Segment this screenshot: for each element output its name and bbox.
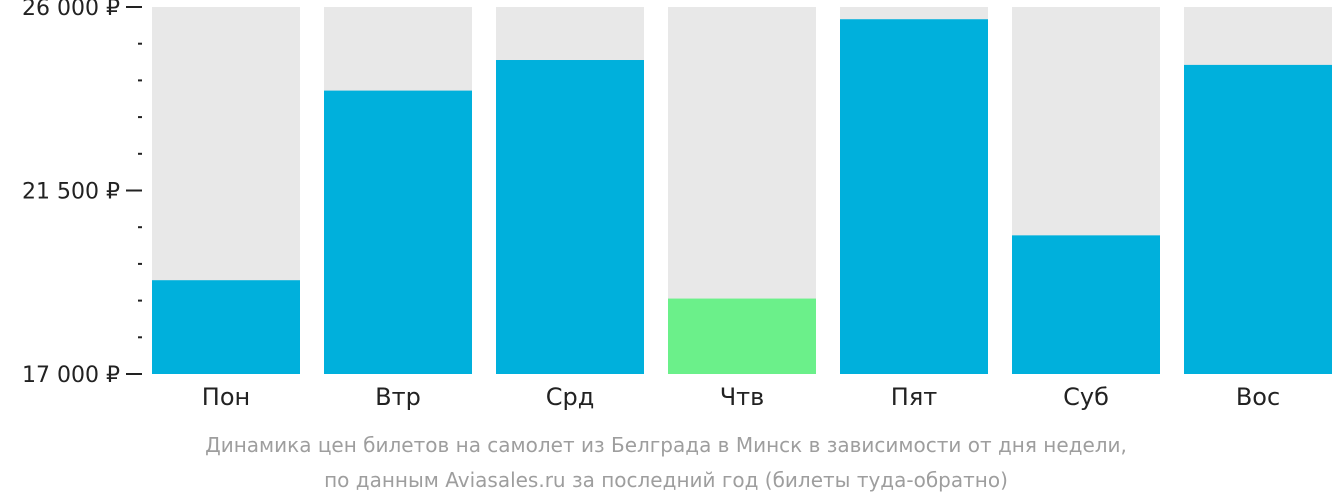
y-axis: 26 000 ₽ 21 500 ₽ 17 000 ₽ bbox=[22, 0, 142, 388]
bar-5 bbox=[840, 19, 988, 374]
x-category-label: Вос bbox=[1236, 383, 1280, 411]
bar-3 bbox=[496, 60, 644, 375]
x-axis-labels: Пон Втр Срд Чтв Пят Суб Вос bbox=[202, 383, 1280, 411]
x-category-label: Втр bbox=[375, 383, 421, 411]
bars bbox=[152, 7, 1332, 375]
bar-2 bbox=[324, 90, 472, 374]
x-category-label: Пят bbox=[891, 383, 937, 411]
y-tick-label: 21 500 ₽ bbox=[22, 180, 120, 205]
x-category-label: Срд bbox=[546, 383, 595, 411]
x-category-label: Пон bbox=[202, 383, 250, 411]
y-tick-label: 17 000 ₽ bbox=[22, 363, 120, 388]
bar-1 bbox=[152, 280, 300, 374]
x-category-label: Суб bbox=[1063, 383, 1109, 411]
bar-7 bbox=[1184, 64, 1332, 374]
chart-caption-line-1: Динамика цен билетов на самолет из Белгр… bbox=[205, 433, 1127, 457]
bar-4 bbox=[668, 298, 816, 374]
chart-caption-line-2: по данным Aviasales.ru за последний год … bbox=[324, 468, 1008, 492]
y-tick-label: 26 000 ₽ bbox=[22, 0, 120, 21]
bar-6 bbox=[1012, 235, 1160, 374]
x-category-label: Чтв bbox=[720, 383, 765, 411]
